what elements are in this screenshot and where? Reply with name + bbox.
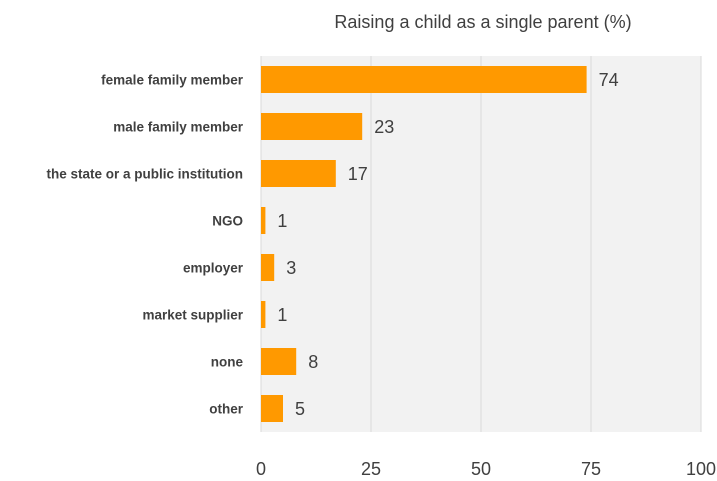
- category-label: male family member: [113, 120, 244, 135]
- data-label: 1: [277, 211, 287, 231]
- data-label: 8: [308, 352, 318, 372]
- bar: [261, 348, 297, 375]
- category-label: NGO: [212, 214, 243, 229]
- bar: [261, 160, 336, 187]
- x-tick-label: 75: [581, 459, 601, 479]
- category-label: female family member: [101, 73, 244, 88]
- category-label: other: [209, 402, 243, 417]
- chart-title: Raising a child as a single parent (%): [334, 12, 631, 32]
- x-tick-label: 0: [256, 459, 266, 479]
- bar: [261, 395, 283, 422]
- x-tick-label: 50: [471, 459, 491, 479]
- data-label: 5: [295, 399, 305, 419]
- data-label: 23: [374, 117, 394, 137]
- bar: [261, 301, 266, 328]
- data-label: 17: [348, 164, 368, 184]
- data-label: 1: [277, 305, 287, 325]
- bar: [261, 207, 266, 234]
- category-label: market supplier: [142, 308, 243, 323]
- category-label: the state or a public institution: [46, 167, 243, 182]
- bar: [261, 66, 587, 93]
- bar: [261, 254, 275, 281]
- data-label: 3: [286, 258, 296, 278]
- category-label: employer: [183, 261, 244, 276]
- x-tick-label: 25: [361, 459, 381, 479]
- category-label: none: [211, 355, 244, 370]
- bar: [261, 113, 363, 140]
- data-label: 74: [599, 70, 619, 90]
- x-tick-label: 100: [686, 459, 716, 479]
